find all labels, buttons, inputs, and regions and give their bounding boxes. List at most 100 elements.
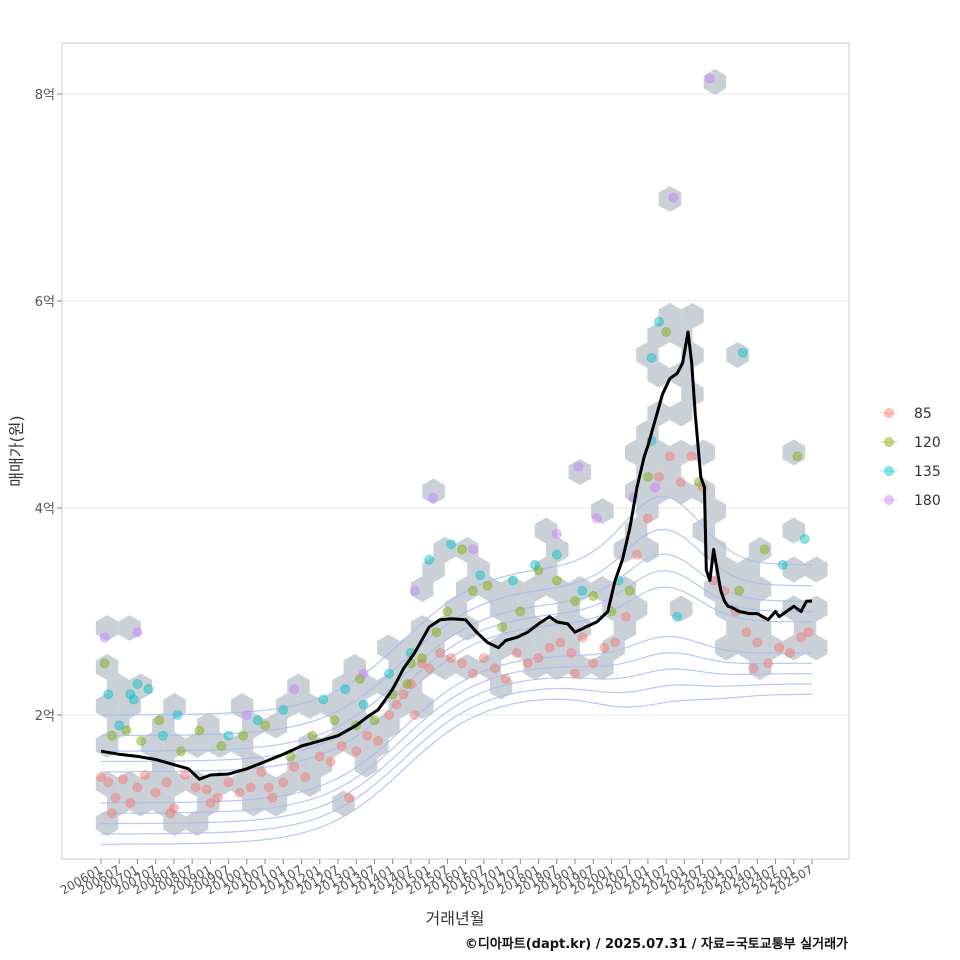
point-85 [457,658,467,669]
hex-cell [748,654,772,680]
point-135 [172,710,183,720]
point-135 [340,684,351,695]
point-85 [405,679,416,689]
point-135 [125,689,136,700]
point-180 [551,528,562,539]
hex-cell [534,634,558,661]
point-85 [139,770,150,780]
point-85 [522,658,533,669]
hex-cell [152,712,175,739]
point-85 [748,663,759,674]
hex-cell [669,400,693,427]
point-135 [318,694,329,705]
point-85 [398,689,409,700]
point-120 [329,715,340,726]
point-85 [278,777,289,788]
point-85 [533,653,544,664]
hex-cell [805,634,828,661]
point-135 [223,730,234,741]
point-85 [577,632,588,643]
point-120 [497,622,508,632]
point-85 [263,782,274,793]
hex-cell [568,576,592,602]
hex-cell [354,751,378,778]
contour-line [101,683,812,835]
point-135 [103,689,114,700]
point-120 [106,730,117,741]
point-85 [599,642,610,653]
x-axis-ticks: 2006012006072007012007072008012008072009… [58,859,816,898]
hex-cell [658,303,682,329]
hex-cell [692,517,715,544]
legend-key-point [884,437,894,447]
point-120 [416,653,427,664]
hex-cell [624,439,648,466]
contour-line [101,553,812,752]
point-85 [741,627,752,638]
hex-cell [95,615,119,641]
hex-cell [208,771,231,797]
contour-line [101,528,812,737]
point-85 [763,658,774,669]
point-120 [354,673,365,684]
point-85 [588,658,599,669]
hex-cell [399,634,423,661]
hex-cell [602,595,625,622]
point-85 [336,741,347,751]
hex-cell [354,673,378,700]
point-85 [300,772,311,783]
point-85 [391,699,402,710]
y-tick-label: 4억 [35,502,55,517]
point-180 [467,544,478,555]
legend: 85 120 135 180 [880,406,941,509]
hex-cell [782,634,805,661]
trend-line [100,330,812,781]
hex-cell [681,303,704,329]
point-85 [132,782,143,793]
hex-cell [568,615,592,641]
hex-cell [647,361,670,388]
hex-cell [95,693,119,719]
point-180 [241,710,252,720]
point-120 [154,715,165,726]
point-85 [409,710,420,720]
point-85 [212,792,223,803]
hex-cell [253,771,276,797]
hex-cell [534,556,558,583]
contour-line [101,693,813,845]
point-85 [179,770,190,780]
contour-line [101,495,813,716]
point-180 [409,585,420,596]
point-85 [234,787,245,798]
hex-cell [669,478,693,505]
hex-cell [152,790,175,817]
hex-cell [129,673,153,700]
hex-cell [647,322,670,349]
hex-cell [163,693,186,719]
hex-cell [658,186,682,212]
point-135 [799,534,810,544]
point-85 [632,549,642,560]
legend-label: 120 [914,435,941,451]
point-120 [467,585,478,596]
hex-cell [107,790,130,817]
point-85 [675,477,686,488]
point-85 [103,777,114,788]
point-135 [424,554,435,565]
hex-cell [805,556,828,583]
point-135 [128,694,139,705]
point-120 [194,725,205,736]
hex-cell [647,439,670,466]
hex-cell [433,654,456,680]
point-85 [117,774,128,785]
hex-cell [354,712,378,739]
hex-cell [118,693,141,719]
point-85 [446,653,456,664]
hexbin-layer [95,69,828,836]
point-85 [125,798,136,808]
point-85 [416,658,427,669]
point-85 [110,792,121,803]
hex-cell [264,712,288,739]
point-85 [190,782,201,793]
hex-cell [591,498,614,524]
